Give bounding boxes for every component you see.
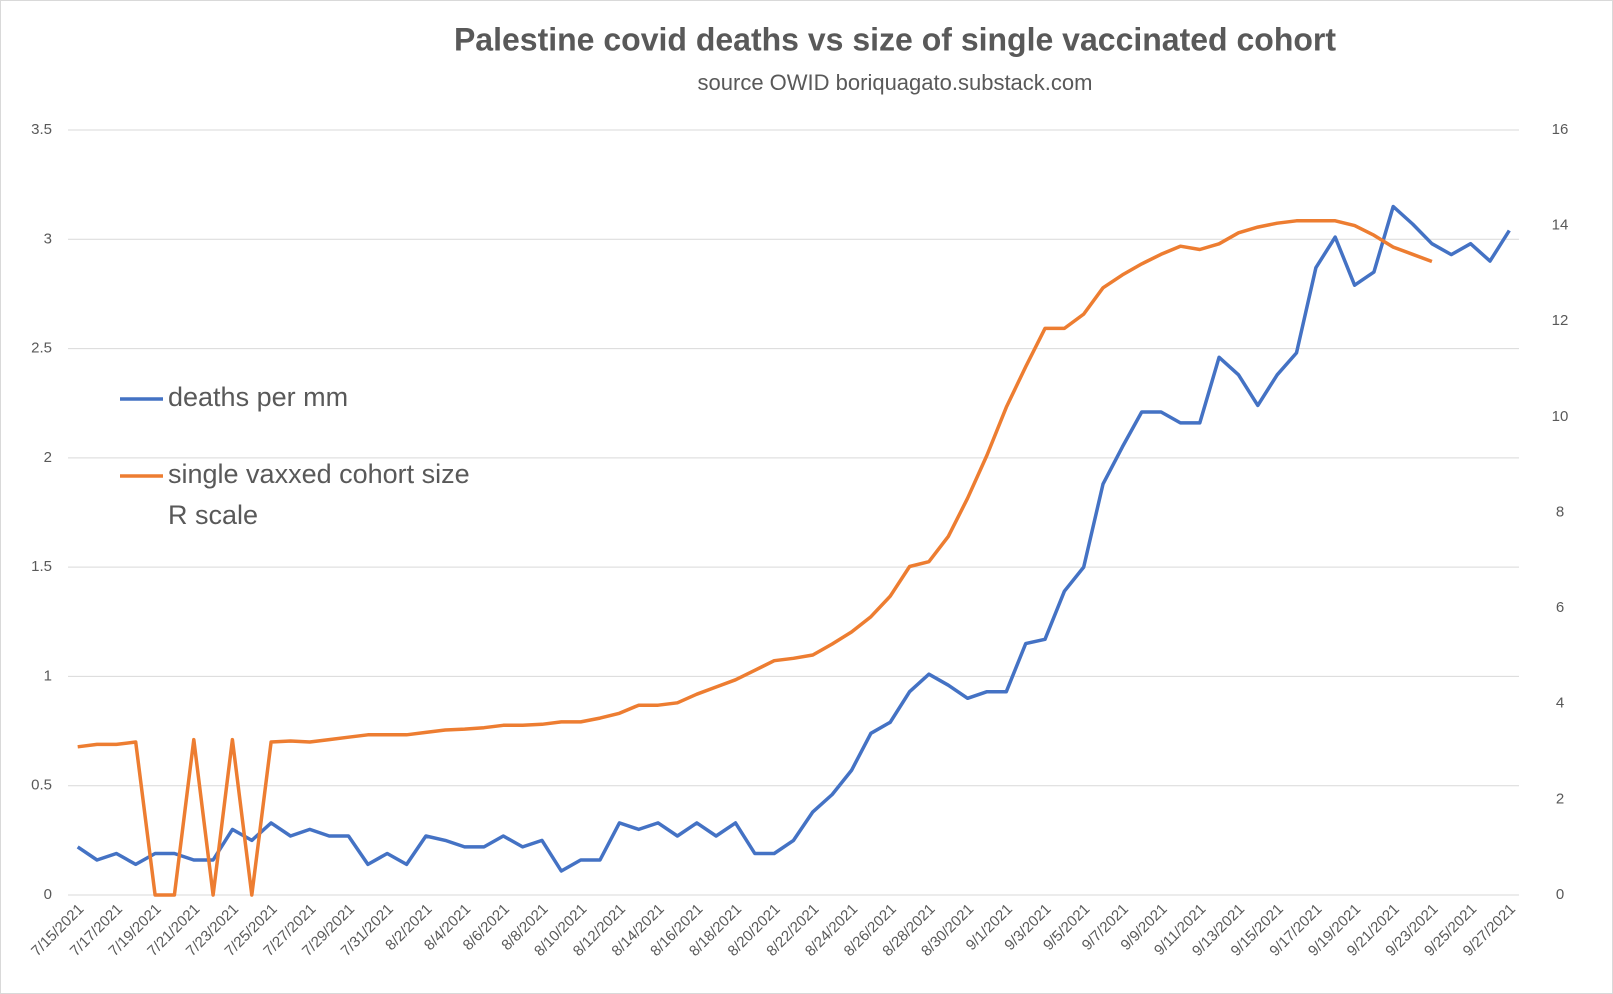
legend-label: single vaxxed cohort size bbox=[168, 459, 470, 489]
y-tick-label: 0.5 bbox=[31, 777, 52, 794]
y-tick-label: 2 bbox=[44, 449, 52, 466]
y-tick-label: 0 bbox=[44, 886, 52, 903]
y-tick-label: 1 bbox=[44, 667, 52, 684]
series-line bbox=[76, 204, 1511, 873]
y-tick-label: 3 bbox=[44, 230, 52, 247]
y2-tick-label: 10 bbox=[1552, 408, 1569, 425]
y-tick-label: 1.5 bbox=[31, 558, 52, 575]
y2-tick-label: 12 bbox=[1552, 312, 1569, 329]
y-tick-label: 3.5 bbox=[31, 121, 52, 138]
y2-tick-label: 0 bbox=[1556, 886, 1564, 903]
y2-tick-label: 8 bbox=[1556, 503, 1564, 520]
y2-tick-label: 2 bbox=[1556, 790, 1564, 807]
series-line bbox=[77, 219, 1433, 897]
y2-tick-label: 4 bbox=[1556, 695, 1564, 712]
y2-tick-label: 6 bbox=[1556, 599, 1564, 616]
legend-label: deaths per mm bbox=[168, 382, 348, 412]
y-tick-label: 2.5 bbox=[31, 340, 52, 357]
y2-tick-label: 16 bbox=[1552, 121, 1569, 138]
chart-title: Palestine covid deaths vs size of single… bbox=[454, 21, 1336, 57]
chart-subtitle: source OWID boriquagato.substack.com bbox=[698, 70, 1093, 95]
legend-annotation: R scale bbox=[168, 500, 258, 530]
y2-tick-label: 14 bbox=[1552, 217, 1569, 234]
